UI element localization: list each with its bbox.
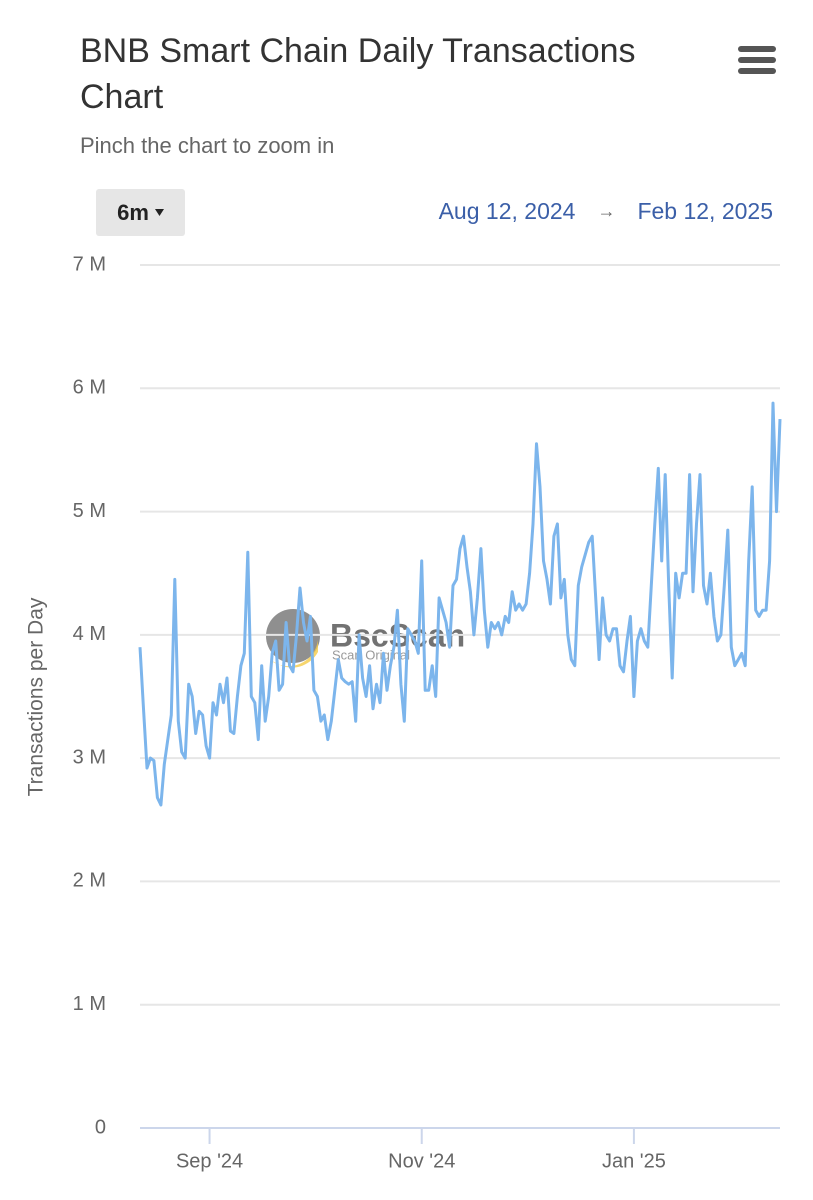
y-tick-label: 7 M — [73, 253, 106, 275]
y-axis-label: Transactions per Day — [25, 597, 48, 796]
y-tick-label: 4 M — [73, 623, 106, 645]
chart-subtitle: Pinch the chart to zoom in — [80, 133, 335, 158]
range-button-label: 6m — [117, 199, 149, 225]
grid — [140, 264, 780, 1006]
x-tick-label: Sep '24 — [176, 1150, 243, 1172]
range-end[interactable]: Feb 12, 2025 — [637, 198, 773, 224]
y-tick-label: 3 M — [73, 746, 106, 768]
y-tick-label: 5 M — [73, 500, 106, 522]
dropdown-caret — [154, 209, 164, 216]
y-tick-label: 1 M — [73, 993, 106, 1015]
chart-title: BNB Smart Chain Daily Transactions Chart — [80, 32, 636, 116]
menu-button[interactable] — [738, 44, 776, 76]
y-tick-label: 6 M — [73, 377, 106, 399]
y-tick-label: 0 — [95, 1116, 106, 1138]
x-tick-label: Nov '24 — [388, 1150, 455, 1172]
range-start[interactable]: Aug 12, 2024 — [438, 198, 576, 224]
y-tick-label: 2 M — [73, 870, 106, 892]
range-separator: → — [597, 201, 616, 221]
data-line — [138, 401, 782, 807]
x-tick-label: Jan '25 — [602, 1150, 666, 1172]
range-button[interactable]: 6m — [96, 189, 185, 236]
date-range: Aug 12, 2024 → Feb 12, 2025 — [439, 198, 773, 225]
